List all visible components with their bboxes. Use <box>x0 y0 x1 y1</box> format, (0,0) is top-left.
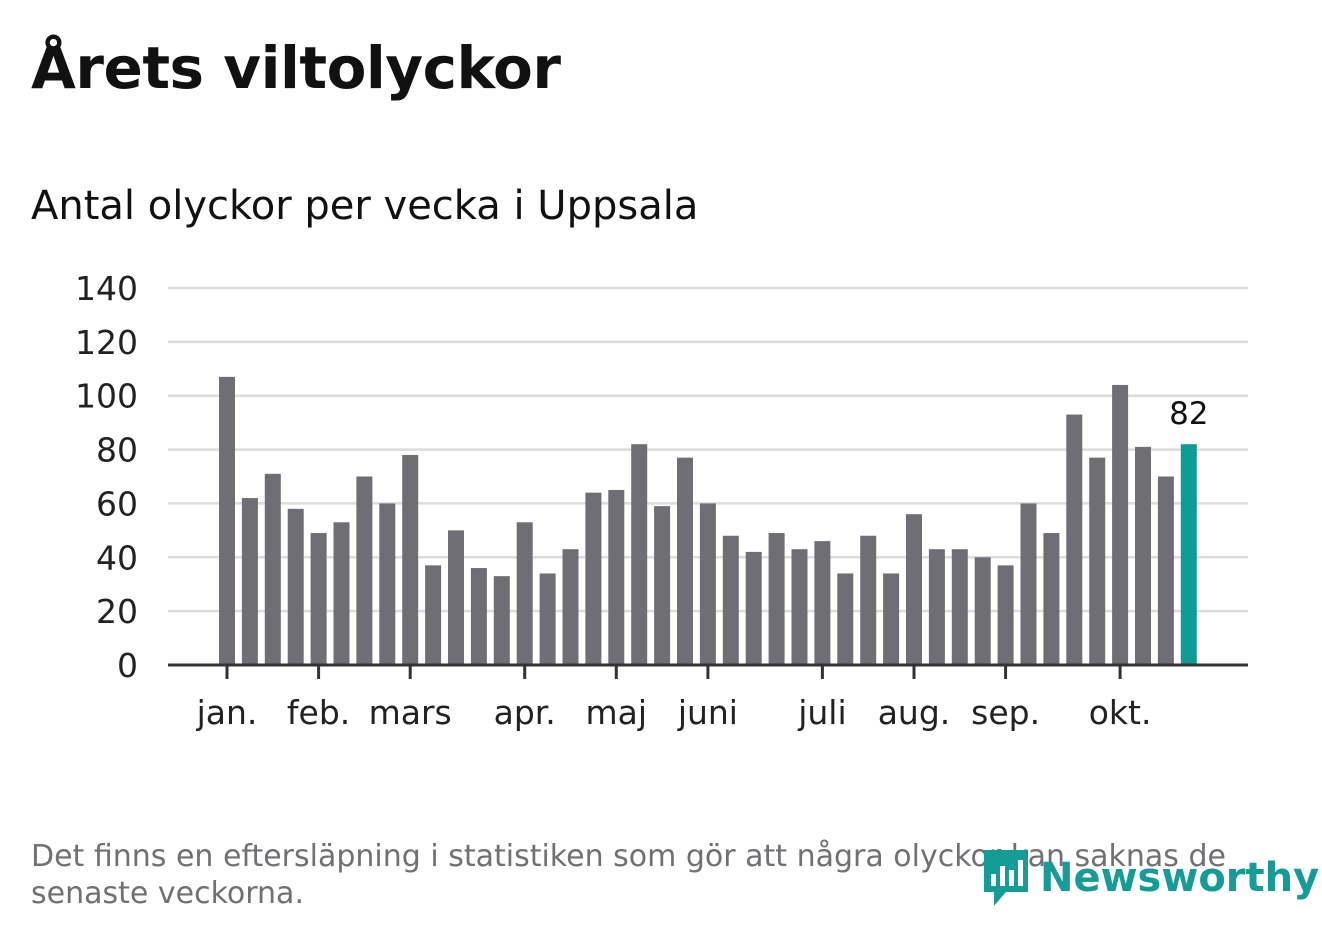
bar <box>608 489 625 665</box>
bar <box>837 573 854 665</box>
bar <box>310 533 327 665</box>
bar <box>562 549 579 665</box>
bar <box>1066 414 1083 665</box>
bar <box>722 535 739 665</box>
newsworthy-logo-icon <box>984 850 1028 906</box>
bar <box>883 573 900 665</box>
bar <box>745 551 762 665</box>
bar <box>768 533 785 665</box>
y-tick-label: 60 <box>96 484 138 523</box>
bar <box>264 473 281 665</box>
bar <box>333 522 350 665</box>
bar <box>539 573 556 665</box>
bar <box>1089 457 1106 665</box>
bar <box>1135 446 1151 665</box>
bar <box>402 454 419 665</box>
y-tick-label: 80 <box>96 431 138 470</box>
bar <box>287 508 304 665</box>
bar <box>585 492 602 665</box>
bar <box>906 514 922 665</box>
bar <box>997 565 1014 665</box>
bars <box>219 376 1197 665</box>
bar <box>493 576 510 665</box>
bar <box>951 549 968 665</box>
bar <box>860 535 877 665</box>
bar <box>814 541 831 665</box>
y-tick-label: 0 <box>117 646 138 685</box>
chart-subtitle: Antal olyckor per vecka i Uppsala <box>31 183 699 229</box>
x-tick-label: aug. <box>878 693 951 732</box>
y-tick-label: 40 <box>96 538 138 577</box>
y-tick-label: 120 <box>75 323 138 362</box>
bar <box>654 506 671 665</box>
brand-logo: Newsworthy <box>980 846 1319 910</box>
y-tick-label: 20 <box>96 592 138 631</box>
bar <box>448 530 464 665</box>
x-tick-label: sep. <box>971 693 1040 732</box>
x-tick-label: jan. <box>196 693 258 732</box>
x-axis-ticks: jan. feb. mars apr. maj juni juli aug. sep. okt. <box>196 665 1152 732</box>
bar <box>1043 533 1060 665</box>
bar <box>631 444 648 665</box>
x-tick-label: maj <box>586 693 648 732</box>
bar <box>379 503 396 665</box>
chart-title: Årets viltolyckor <box>31 34 561 102</box>
x-tick-label: juli <box>797 693 846 732</box>
x-tick-label: feb. <box>287 693 350 732</box>
x-tick-label: apr. <box>494 693 556 732</box>
x-tick-label: mars <box>369 693 452 732</box>
data-labels: 82 <box>1169 396 1208 432</box>
highlight-data-label: 82 <box>1169 396 1208 432</box>
bar <box>791 549 808 665</box>
bar <box>699 503 716 665</box>
bar <box>219 376 235 665</box>
bar <box>425 565 442 665</box>
bar <box>1112 384 1129 665</box>
bar <box>241 498 258 665</box>
y-axis-ticks: 0 20 40 60 80 100 120 140 <box>75 269 138 685</box>
bar <box>516 522 533 665</box>
bar <box>1020 503 1037 665</box>
x-tick-label: juni <box>677 693 738 732</box>
y-tick-label: 100 <box>75 377 138 416</box>
bar-highlight <box>1180 444 1197 665</box>
bar <box>356 476 373 665</box>
y-tick-label: 140 <box>75 269 138 308</box>
brand-name: Newsworthy <box>1040 855 1320 901</box>
x-tick-label: okt. <box>1089 693 1152 732</box>
bar <box>470 568 487 665</box>
bar <box>974 557 991 665</box>
bar <box>1157 476 1174 665</box>
bar <box>677 457 693 665</box>
bar <box>928 549 945 665</box>
